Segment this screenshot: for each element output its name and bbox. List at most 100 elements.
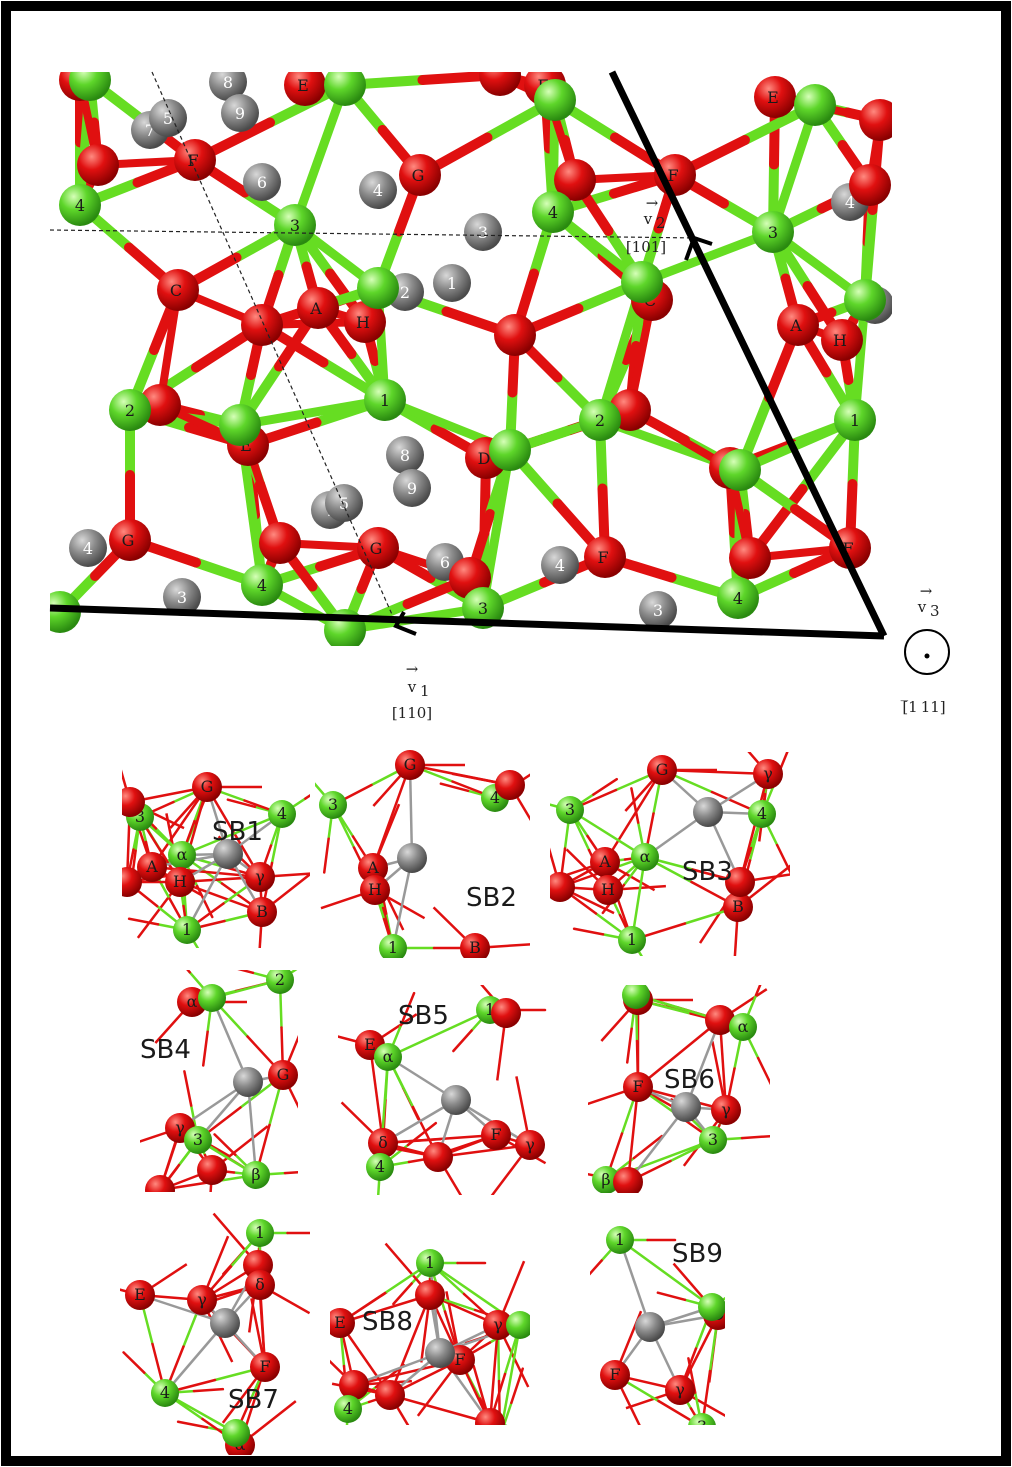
panel-atom-label: F — [454, 1350, 465, 1369]
svg-text:1: 1 — [420, 682, 430, 700]
green-atom — [622, 985, 650, 1009]
red-atom-label: E — [297, 76, 309, 95]
panel-atom-label: 3 — [565, 800, 575, 819]
green-atom — [794, 84, 836, 126]
svg-text:[101]: [101] — [626, 238, 666, 256]
panel-title: SB2 — [466, 883, 517, 913]
panel-atom-label: 1 — [255, 1223, 265, 1242]
red-atom — [122, 867, 142, 897]
svg-text:v: v — [917, 598, 927, 616]
vacancy-site-sphere — [397, 843, 427, 873]
red-atom — [192, 772, 222, 802]
vacancy-site-sphere — [386, 436, 424, 474]
v2-arrowhead — [684, 235, 713, 261]
vacancy-site-sphere — [149, 99, 187, 137]
vacancy-site-sphere — [393, 469, 431, 507]
green-atom — [241, 564, 283, 606]
green-atom-label: 4 — [75, 196, 85, 215]
panel-atom-label: γ — [675, 1380, 685, 1399]
green-atom — [618, 926, 646, 954]
green-atom — [631, 843, 659, 871]
vacancy-site-sphere — [163, 578, 201, 616]
vacancy-site-sphere — [221, 94, 259, 132]
red-atom — [495, 770, 525, 800]
panel-title: SB6 — [664, 1065, 715, 1095]
vacancy-site-label: 4 — [555, 556, 565, 575]
panel-atom-label: F — [632, 1077, 643, 1096]
red-atom-label: E — [767, 88, 779, 107]
green-atom — [268, 800, 296, 828]
red-atom — [753, 759, 783, 789]
red-atom — [247, 897, 277, 927]
vacancy-site-sphere — [464, 213, 502, 251]
red-atom — [250, 1352, 280, 1382]
red-atom — [358, 853, 388, 883]
green-atom — [606, 1226, 634, 1254]
red-atom-label: G — [412, 166, 425, 185]
green-atom — [834, 399, 876, 441]
red-atom-label: F — [597, 548, 608, 567]
svg-text:v: v — [407, 678, 417, 696]
green-atom — [364, 379, 406, 421]
red-atom — [550, 872, 575, 902]
panel-title: SB4 — [140, 1035, 191, 1065]
panel-atom-label: 3 — [193, 1130, 203, 1149]
vacancy-site-label: 8 — [400, 446, 410, 465]
panel-atom-label: α — [738, 1017, 749, 1036]
red-atom — [268, 1060, 298, 1090]
green-atom — [242, 1161, 270, 1189]
red-atom — [777, 304, 819, 346]
green-atom — [366, 1153, 394, 1181]
green-atom — [492, 1423, 508, 1425]
panel-atom-label: 1 — [485, 1000, 495, 1019]
red-atom-label: E — [240, 436, 252, 455]
panel-atom-label: E — [364, 1035, 376, 1054]
red-atom — [245, 862, 275, 892]
red-atom — [395, 750, 425, 780]
svg-text:→: → — [406, 660, 419, 678]
vacancy-site-label: 5 — [339, 494, 349, 513]
vacancy-site-label: 4 — [845, 193, 855, 212]
red-atom — [165, 867, 195, 897]
vacancy-site-sphere — [441, 1085, 471, 1115]
red-atom — [593, 875, 623, 905]
out-of-plane-icon — [904, 629, 950, 675]
svg-text:[̅1 11]: [̅1 11] — [900, 698, 945, 716]
panel-atom-label: γ — [175, 1118, 185, 1137]
red-atom — [174, 139, 216, 181]
panel-atom-label: F — [490, 1125, 501, 1144]
v1-dashed-line — [151, 71, 399, 629]
panel-atom-label: 4 — [375, 1157, 385, 1176]
panel-atom-label: γ — [763, 764, 773, 783]
v2-label: → v 2 [101] — [626, 194, 666, 256]
panel-atom-label: F — [609, 1365, 620, 1384]
green-atom — [688, 1413, 716, 1425]
vacancy-site-label: 8 — [223, 73, 233, 92]
green-atom-label: 2 — [595, 411, 605, 430]
red-atom — [360, 875, 390, 905]
red-atom — [590, 847, 620, 877]
red-atom-label: F — [842, 539, 853, 558]
panel-atom-label: γ — [493, 1315, 503, 1334]
green-atom-label: 4 — [257, 576, 267, 595]
panel-sb1: G 3 4 αAH γB 1 SB1 — [122, 769, 310, 948]
panel-atom-label: 4 — [343, 1399, 353, 1418]
green-atom-label: 1 — [850, 411, 860, 430]
panel-atom-label: H — [601, 880, 615, 899]
red-atom — [821, 319, 863, 361]
panel-sb6: 1αFγ3βSB6 — [588, 985, 770, 1193]
red-atom — [494, 314, 536, 356]
panel-atom-label: α — [187, 992, 198, 1011]
panel-atom-label: H — [368, 880, 382, 899]
vacancy-site-sphere — [635, 1312, 665, 1342]
v2-dashed-line — [49, 229, 701, 239]
green-atom — [357, 267, 399, 309]
panel-atom-label: A — [145, 857, 158, 876]
vacancy-site-label: 7 — [145, 121, 155, 140]
red-atom — [375, 1380, 405, 1410]
vacancy-site-sphere — [425, 1338, 455, 1368]
svg-text:→: → — [646, 194, 659, 212]
panel-atom-label: 1 — [182, 920, 192, 939]
green-atom-label: 3 — [290, 216, 300, 235]
vacancy-site-label: 4 — [373, 181, 383, 200]
